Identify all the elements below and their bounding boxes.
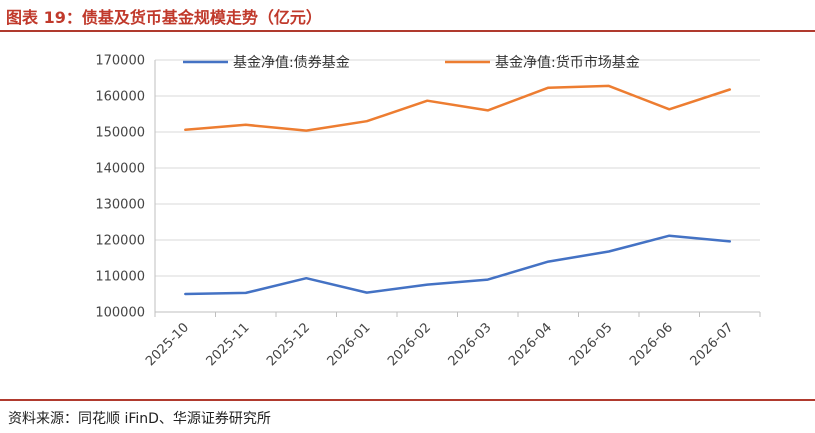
y-axis: 100000 110000 120000 130000 140000 150000 1600… (95, 54, 156, 321)
x-tick-label: 2025-12 (264, 320, 313, 369)
x-tick-label: 2026-04 (506, 320, 555, 369)
legend-label-0: 基金净值:债券基金 (233, 54, 350, 71)
legend: 基金净值:债券基金 基金净值:货币市场基金 (183, 54, 640, 71)
series-lines (184, 84, 732, 296)
y-tick-label: 130000 (95, 198, 145, 213)
x-tick-label: 2026-01 (325, 320, 374, 369)
source-note: 资料来源：同花顺 iFinD、华源证券研究所 (8, 411, 271, 427)
bottom-rule (0, 399, 815, 401)
x-tick-label: 2025-10 (143, 320, 192, 369)
x-tick-label: 2026-05 (567, 320, 616, 369)
gridlines (155, 59, 760, 277)
legend-label-1: 基金净值:货币市场基金 (495, 54, 640, 71)
top-rule (0, 30, 815, 32)
y-tick-label: 160000 (95, 90, 145, 105)
x-tick-label: 2025-11 (204, 320, 253, 369)
x-tick-label: 2026-07 (688, 320, 737, 369)
y-tick-label: 170000 (95, 54, 145, 69)
x-tick-label: 2026-02 (385, 320, 434, 369)
y-tick-label: 150000 (95, 126, 145, 141)
x-tick-label: 2026-03 (446, 320, 495, 369)
series-line-1 (184, 84, 732, 132)
x-axis: 2025-10 2025-11 2025-12 2026-01 2026-02 2026-… (143, 311, 761, 369)
figure-title: 图表 19：债基及货币基金规模走势（亿元） (6, 8, 322, 27)
y-tick-label: 110000 (95, 270, 145, 285)
series-line-0 (184, 234, 732, 296)
y-tick-label: 100000 (95, 306, 145, 321)
y-tick-label: 120000 (95, 234, 145, 249)
y-tick-label: 140000 (95, 162, 145, 177)
x-tick-label: 2026-06 (627, 320, 676, 369)
